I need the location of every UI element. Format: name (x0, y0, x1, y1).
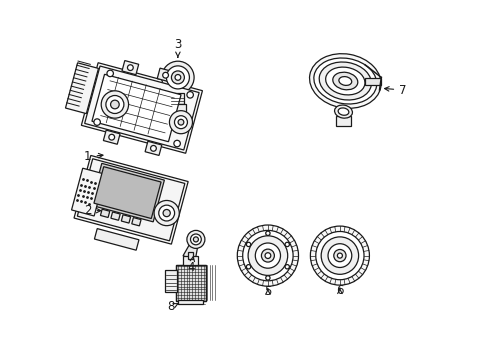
Bar (170, 104, 185, 112)
Circle shape (190, 234, 201, 245)
Circle shape (321, 237, 358, 274)
Circle shape (261, 249, 274, 262)
Ellipse shape (313, 58, 376, 104)
Bar (176, 265, 205, 301)
Text: 3: 3 (174, 39, 181, 57)
Polygon shape (74, 156, 188, 244)
Ellipse shape (338, 108, 348, 115)
Polygon shape (65, 63, 98, 114)
Circle shape (315, 231, 363, 280)
Circle shape (106, 95, 123, 113)
Circle shape (163, 210, 170, 217)
Ellipse shape (332, 72, 357, 90)
Circle shape (264, 253, 270, 258)
Circle shape (174, 140, 180, 147)
Bar (171, 93, 184, 104)
Ellipse shape (325, 67, 364, 95)
Circle shape (333, 249, 346, 262)
Polygon shape (111, 212, 120, 220)
Circle shape (175, 75, 181, 80)
Circle shape (246, 242, 250, 247)
Circle shape (174, 116, 187, 129)
Circle shape (242, 230, 292, 281)
Polygon shape (145, 141, 162, 156)
Bar (183, 256, 197, 265)
Bar (178, 300, 203, 304)
Polygon shape (183, 245, 197, 260)
Circle shape (178, 119, 183, 125)
Circle shape (337, 253, 342, 258)
Circle shape (107, 70, 113, 77)
Circle shape (109, 134, 114, 140)
Circle shape (285, 242, 289, 247)
Bar (365, 78, 381, 85)
Polygon shape (100, 209, 109, 217)
Bar (187, 252, 193, 259)
Circle shape (169, 111, 192, 134)
Polygon shape (71, 168, 105, 216)
Circle shape (265, 276, 269, 280)
Text: 1: 1 (84, 150, 103, 163)
Polygon shape (121, 215, 130, 223)
Circle shape (327, 244, 351, 267)
Circle shape (94, 119, 100, 125)
Text: 8: 8 (167, 300, 178, 313)
Circle shape (110, 100, 119, 109)
Circle shape (171, 71, 184, 84)
Text: 6: 6 (335, 284, 343, 297)
Circle shape (101, 91, 128, 118)
Polygon shape (122, 60, 139, 75)
Circle shape (193, 237, 198, 242)
Text: 5: 5 (264, 285, 271, 298)
Circle shape (166, 66, 189, 89)
Circle shape (159, 205, 174, 221)
Circle shape (127, 65, 133, 71)
Bar (335, 116, 351, 126)
Text: 2: 2 (84, 204, 101, 217)
Polygon shape (92, 74, 181, 142)
Circle shape (246, 265, 250, 269)
Ellipse shape (338, 77, 351, 85)
Circle shape (310, 226, 368, 285)
Circle shape (186, 230, 204, 248)
Circle shape (186, 91, 193, 98)
Polygon shape (81, 63, 202, 153)
Text: 7: 7 (384, 84, 406, 96)
Circle shape (163, 72, 168, 78)
Polygon shape (94, 167, 161, 219)
Text: 4: 4 (187, 257, 195, 274)
Polygon shape (103, 130, 120, 144)
Polygon shape (157, 68, 174, 82)
Polygon shape (94, 229, 139, 250)
Circle shape (154, 201, 179, 226)
Circle shape (162, 61, 194, 94)
Circle shape (247, 236, 287, 275)
Circle shape (150, 145, 156, 151)
Ellipse shape (309, 54, 380, 108)
Bar (176, 265, 205, 301)
Circle shape (237, 225, 298, 286)
Polygon shape (131, 217, 141, 226)
Ellipse shape (319, 62, 370, 100)
Polygon shape (84, 66, 199, 150)
Ellipse shape (334, 105, 352, 118)
Polygon shape (90, 163, 164, 222)
Circle shape (285, 265, 289, 269)
Bar (165, 270, 177, 292)
Circle shape (265, 231, 269, 235)
Polygon shape (77, 159, 184, 241)
Circle shape (255, 243, 280, 268)
